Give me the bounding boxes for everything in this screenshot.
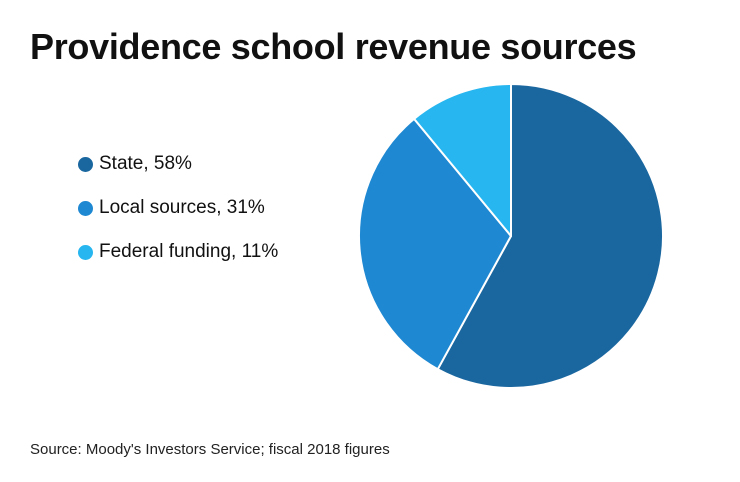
chart-title: Providence school revenue sources [30,26,637,67]
source-note: Source: Moody's Investors Service; fisca… [30,441,390,458]
legend-swatch-local-sources [78,200,93,216]
legend-swatch-state [78,156,93,172]
legend-item-state: State, 58% [78,142,278,186]
legend-label-federal-funding: Federal funding, 11% [99,241,279,262]
legend-swatch-federal-funding [78,244,93,260]
chart-legend: State, 58% Local sources, 31% Federal fu… [78,142,278,274]
legend-item-federal-funding: Federal funding, 11% [78,230,278,274]
pie-slice-local-sources [357,117,512,371]
legend-label-state: State, 58% [99,153,192,174]
pie-slice-state [436,83,664,389]
pie-slice-federal-funding [413,83,512,237]
legend-label-local-sources: Local sources, 31% [99,197,265,218]
legend-item-local-sources: Local sources, 31% [78,186,278,230]
